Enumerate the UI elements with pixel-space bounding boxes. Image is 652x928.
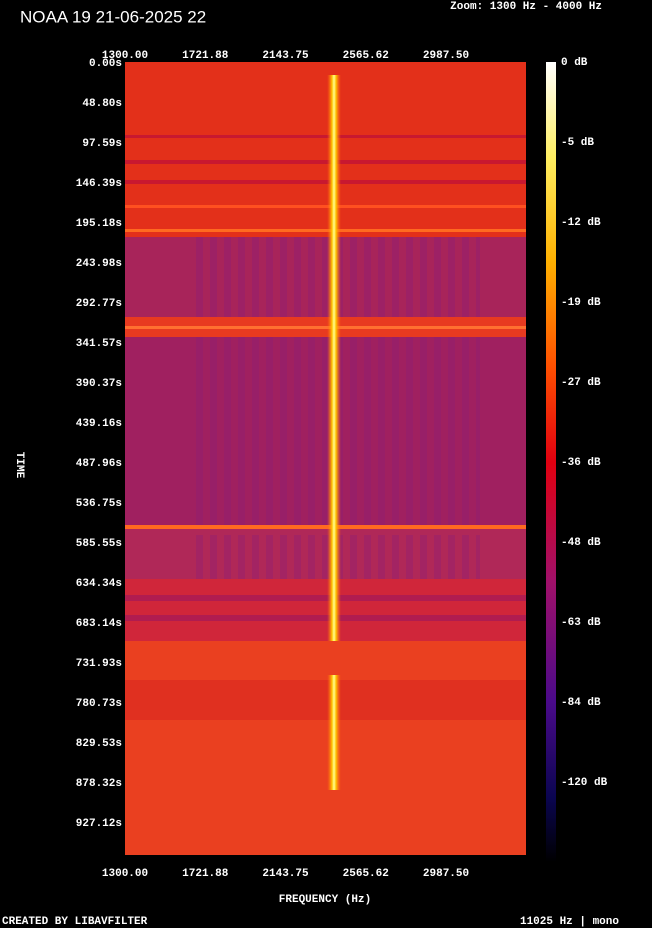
frequency-label-bottom: 2565.62: [343, 868, 389, 880]
colorbar-label: -19 dB: [561, 297, 601, 309]
colorbar: [546, 62, 556, 862]
time-label: 48.80s: [82, 98, 122, 110]
time-label: 439.16s: [76, 418, 122, 430]
zoom-label: Zoom: 1300 Hz - 4000 Hz: [450, 1, 602, 13]
colorbar-label: -63 dB: [561, 617, 601, 629]
frequency-label-bottom: 1721.88: [182, 868, 229, 880]
frequency-label-bottom: 2143.75: [262, 868, 309, 880]
frequency-label-top: 2143.75: [262, 50, 309, 62]
spectrogram: [125, 62, 526, 862]
time-label: 731.93s: [76, 658, 122, 670]
time-label: 390.37s: [76, 378, 122, 390]
time-label: 195.18s: [76, 218, 122, 230]
time-label: 0.00s: [89, 58, 122, 70]
credit: CREATED BY LIBAVFILTER: [2, 916, 148, 928]
colorbar-label: -12 dB: [561, 217, 601, 229]
time-axis-title: TIME: [13, 452, 25, 479]
frequency-label-top: 1300.00: [102, 50, 148, 62]
time-label: 585.55s: [76, 538, 122, 550]
colorbar-label: -27 dB: [561, 377, 601, 389]
time-label: 536.75s: [76, 498, 122, 510]
title: NOAA 19 21-06-2025 22: [20, 7, 206, 26]
format-label: 11025 Hz | mono: [520, 916, 619, 928]
colorbar-label: -36 dB: [561, 457, 601, 469]
colorbar-label: -84 dB: [561, 697, 601, 709]
time-label: 243.98s: [76, 258, 122, 270]
time-label: 780.73s: [76, 698, 122, 710]
colorbar-label: -5 dB: [561, 137, 594, 149]
time-label: 487.96s: [76, 458, 122, 470]
frequency-label-bottom: 1300.00: [102, 868, 148, 880]
time-label: 341.57s: [76, 338, 122, 350]
frequency-label-top: 2987.50: [423, 50, 469, 62]
time-label: 292.77s: [76, 298, 122, 310]
time-label: 927.12s: [76, 818, 122, 830]
time-label: 97.59s: [82, 138, 122, 150]
time-label: 146.39s: [76, 178, 122, 190]
frequency-label-bottom: 2987.50: [423, 868, 469, 880]
colorbar-label: -48 dB: [561, 537, 601, 549]
time-label: 878.32s: [76, 778, 122, 790]
frequency-axis-title: FREQUENCY (Hz): [279, 894, 371, 906]
frequency-label-top: 1721.88: [182, 50, 229, 62]
colorbar-label: 0 dB: [561, 57, 588, 69]
time-label: 634.34s: [76, 578, 122, 590]
colorbar-label: -120 dB: [561, 777, 608, 789]
frequency-label-top: 2565.62: [343, 50, 389, 62]
time-label: 683.14s: [76, 618, 122, 630]
time-label: 829.53s: [76, 738, 122, 750]
